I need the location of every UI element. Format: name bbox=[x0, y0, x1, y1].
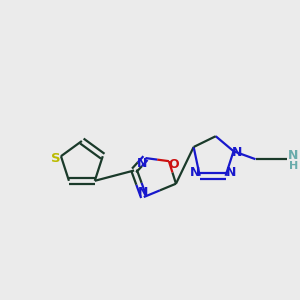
Text: N: N bbox=[232, 146, 243, 159]
Text: S: S bbox=[51, 152, 61, 165]
Text: N: N bbox=[137, 157, 148, 169]
Text: O: O bbox=[169, 158, 179, 171]
Text: N: N bbox=[225, 166, 236, 179]
Text: N: N bbox=[190, 166, 200, 179]
Text: N: N bbox=[288, 149, 298, 162]
Text: N: N bbox=[138, 186, 148, 199]
Text: H: H bbox=[289, 161, 298, 171]
